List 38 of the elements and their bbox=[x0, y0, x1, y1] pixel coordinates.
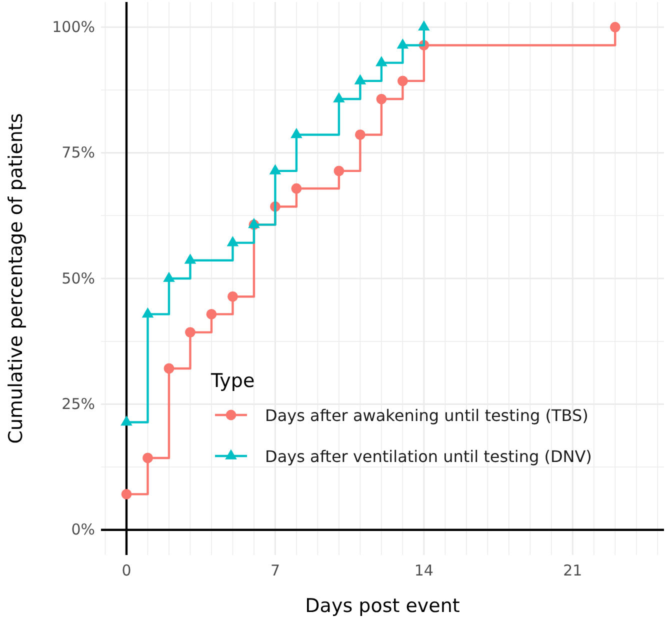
legend-title: Type bbox=[210, 370, 255, 392]
y-axis-title: Cumulative percentage of patients bbox=[5, 113, 27, 444]
point bbox=[333, 92, 345, 102]
point bbox=[354, 130, 366, 140]
x-axis-title: Days post event bbox=[305, 595, 460, 617]
point bbox=[142, 452, 153, 464]
legend-label: Days after ventilation until testing (DNV) bbox=[265, 447, 592, 466]
point bbox=[396, 38, 409, 49]
y-tick-label: 0% bbox=[71, 520, 95, 539]
legend-label: Days after awakening until testing (TBS) bbox=[265, 406, 588, 425]
point bbox=[269, 164, 282, 174]
point bbox=[226, 236, 239, 246]
point bbox=[334, 166, 344, 176]
point bbox=[185, 327, 196, 338]
point bbox=[228, 291, 238, 302]
point bbox=[184, 254, 196, 264]
point bbox=[291, 183, 302, 194]
x-tick-label: 14 bbox=[414, 562, 434, 580]
y-tick-label: 100% bbox=[52, 18, 95, 36]
point bbox=[121, 488, 132, 500]
point bbox=[610, 22, 620, 32]
point bbox=[397, 76, 408, 86]
point bbox=[376, 56, 388, 66]
point bbox=[163, 272, 175, 282]
x-tick-label: 7 bbox=[270, 562, 280, 580]
point bbox=[418, 20, 430, 31]
point bbox=[290, 128, 302, 138]
point bbox=[206, 309, 217, 320]
point bbox=[120, 415, 132, 426]
y-tick-label: 75% bbox=[62, 144, 95, 162]
point bbox=[354, 74, 366, 84]
point bbox=[376, 94, 387, 104]
y-tick-label: 50% bbox=[62, 269, 95, 288]
y-tick-label: 25% bbox=[62, 394, 95, 413]
x-tick-label: 21 bbox=[563, 562, 582, 580]
point bbox=[164, 363, 174, 374]
x-tick-label: 0 bbox=[122, 562, 132, 580]
point bbox=[142, 307, 154, 318]
